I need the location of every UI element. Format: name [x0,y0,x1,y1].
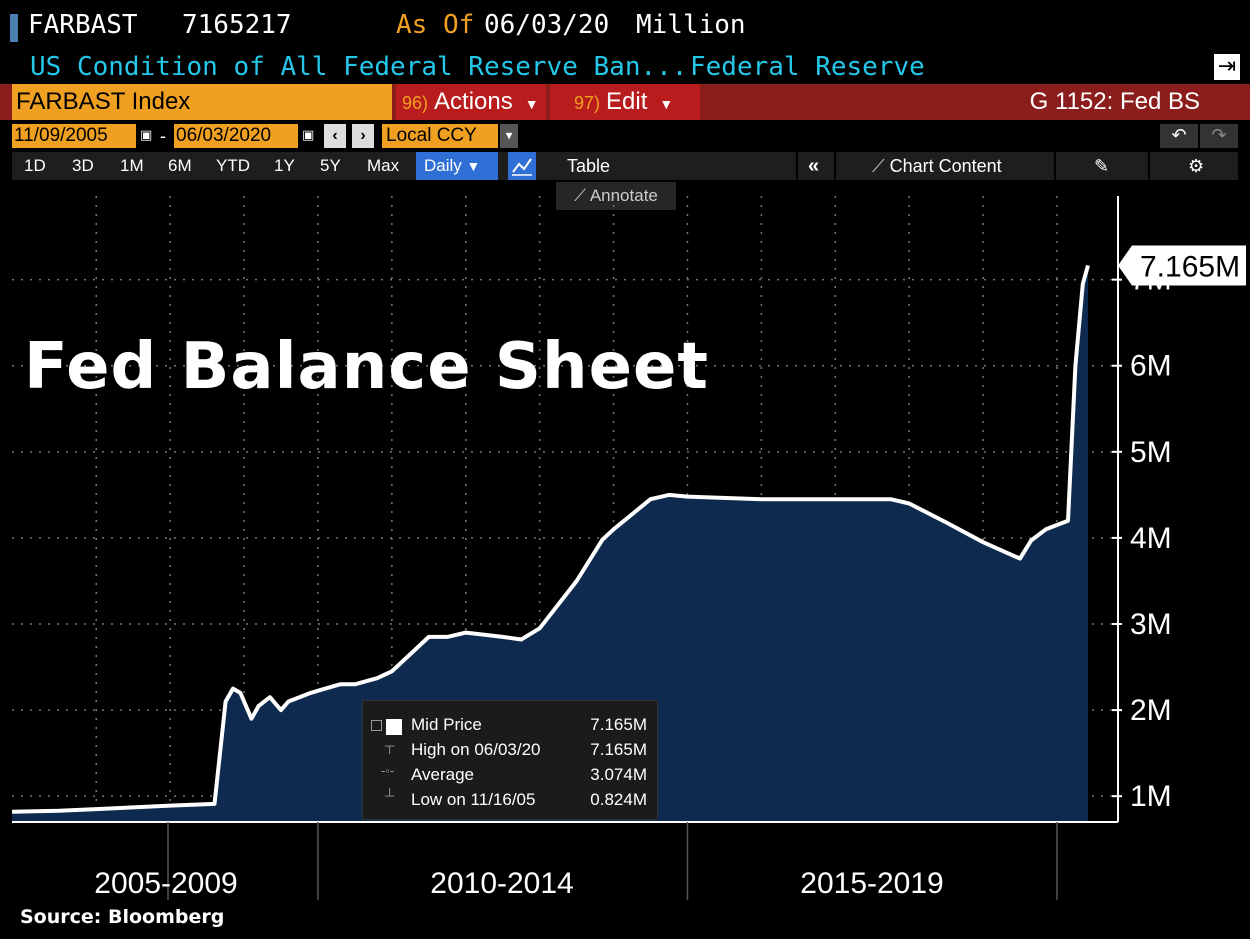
panel-tab-marker [10,14,18,42]
toolbar-divider [796,152,798,180]
last-value: 7165217 [182,10,292,40]
frequency-label: Daily [424,156,462,175]
gear-icon[interactable]: ⚙ [1188,156,1205,176]
table-button[interactable]: Table [567,156,611,176]
actions-menu-button[interactable]: 96) Actions ▼ [396,84,546,120]
legend-row-average: -◦- Average 3.074M [363,763,657,787]
as-of-date: 06/03/20 [484,10,610,40]
date-separator: - [160,126,166,146]
chart-content-label: Chart Content [889,156,1002,176]
y-axis: 1M2M3M4M5M6M7M [1112,196,1172,822]
period-toolbar: 1D 3D 1M 6M YTD 1Y 5Y Max Daily ▼ Table … [12,152,1238,180]
legend-label: Mid Price [411,715,482,734]
period-max[interactable]: Max [367,156,400,175]
y-tick-label: 4M [1130,522,1172,555]
chart-title: Fed Balance Sheet [24,330,709,404]
x-period-label: 2010-2014 [430,867,573,900]
units-label: Million [636,10,746,40]
chevron-down-icon: ▼ [524,96,539,112]
period-ytd[interactable]: YTD [216,156,250,175]
average-marker-icon: -◦- [381,763,395,778]
export-icon[interactable]: ⇥ [1214,54,1240,80]
previous-period-button[interactable]: ‹ [324,124,346,148]
chart-legend: Mid Price 7.165M ┬ High on 06/03/20 7.16… [362,700,658,820]
legend-value: 7.165M [590,715,647,734]
line-chart-icon[interactable] [508,152,536,180]
low-marker-icon: ┴ [385,788,395,803]
edit-menu-label: Edit [606,88,648,115]
currency-select[interactable]: Local CCY [382,124,498,148]
function-code: G 1152: Fed BS [1029,88,1200,115]
last-value-box [1118,245,1246,286]
chevron-down-icon: ▼ [466,158,481,174]
redo-icon[interactable]: ↷ [1200,124,1238,148]
legend-label: Average [411,765,475,784]
calendar-icon[interactable]: ▣ [140,128,153,143]
date-range-bar: 11/09/2005 ▣ - 06/03/2020 ▣ ‹ › Local CC… [0,121,1250,151]
toolbar-divider [1054,152,1056,180]
undo-icon[interactable]: ↶ [1160,124,1198,148]
chevron-down-icon[interactable]: ▼ [500,124,518,148]
security-header: FARBAST 7165217 As Of 06/03/20 Million [0,0,1250,46]
edit-menu-button[interactable]: 97) Edit ▼ [550,84,700,120]
legend-row-high: ┬ High on 06/03/20 7.165M [363,738,657,762]
collapse-icon[interactable]: « [808,155,820,177]
y-tick-label: 2M [1130,694,1172,727]
chevron-down-icon: ▼ [659,96,674,112]
x-period-label: 2015-2019 [800,867,943,900]
last-value-label: 7.165M [1140,250,1240,283]
period-1m[interactable]: 1M [120,156,144,175]
legend-label: Low on 11/16/05 [411,790,536,809]
security-description: US Condition of All Federal Reserve Ban.… [30,52,688,82]
legend-value: 7.165M [590,740,647,759]
start-date-input[interactable]: 11/09/2005 [12,124,136,148]
y-tick-label: 5M [1130,436,1172,469]
y-tick-label: 6M [1130,350,1172,383]
legend-row-low: ┴ Low on 11/16/05 0.824M [363,788,657,812]
pencil-icon: ⟋ [574,186,587,205]
toolbar-divider [1148,152,1150,180]
security-input[interactable]: FARBAST Index [12,84,392,120]
period-3d[interactable]: 3D [72,156,94,175]
x-axis: 2005-2009 2010-2014 2015-2019 [12,821,1118,900]
as-of-label: As Of [396,10,475,40]
legend-value: 0.824M [590,790,647,809]
last-value-marker: 7.165M [1118,245,1246,286]
x-period-label: 2005-2009 [94,867,237,900]
source-note: Source: Bloomberg [20,906,225,928]
collapse-square-icon[interactable] [371,713,407,737]
next-period-button[interactable]: › [352,124,374,148]
high-marker-icon: ┬ [385,738,395,753]
edit-chart-icon[interactable]: ✎ [1094,156,1110,176]
toolbar-divider [834,152,836,180]
chart-content-icon: ⟋ [872,156,885,176]
period-5y[interactable]: 5Y [320,156,341,175]
end-date-input[interactable]: 06/03/2020 [174,124,298,148]
series-line [11,264,1090,814]
period-6m[interactable]: 6M [168,156,192,175]
legend-label: High on 06/03/20 [411,740,541,759]
ticker-code: FARBAST [28,10,138,40]
calendar-icon[interactable]: ▣ [302,128,315,143]
actions-menu-label: Actions [434,88,513,115]
chart-content-button[interactable]: ⟋ Chart Content [872,152,1002,180]
actions-menu-number: 96) [402,93,429,113]
annotate-button[interactable]: ⟋ Annotate [556,182,676,210]
source-name: Federal Reserve [690,52,925,82]
legend-row-mid-price[interactable]: Mid Price 7.165M [363,713,657,737]
period-1d[interactable]: 1D [24,156,46,175]
legend-value: 3.074M [590,765,647,784]
y-tick-label: 3M [1130,608,1172,641]
command-bar: FARBAST Index 96) Actions ▼ 97) Edit ▼ G 115… [0,84,1250,120]
series-area [12,265,1088,822]
annotate-label: Annotate [589,186,658,205]
edit-menu-number: 97) [574,93,601,113]
security-description-row: US Condition of All Federal Reserve Ban.… [0,50,1250,84]
y-tick-label: 1M [1130,780,1172,813]
frequency-select[interactable]: Daily ▼ [416,152,498,180]
period-1y[interactable]: 1Y [274,156,295,175]
